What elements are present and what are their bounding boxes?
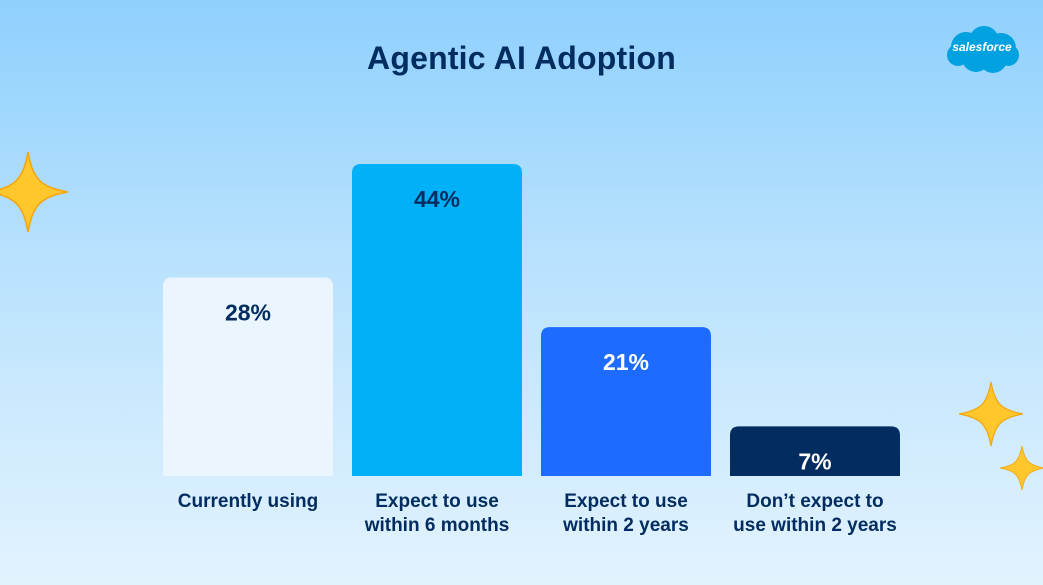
category-label: Expect to use within 2 years [531, 490, 721, 538]
category-label-line: Currently using [177, 491, 319, 512]
category-label: Currently using [153, 490, 343, 514]
bar-value-label: 21% [603, 349, 649, 375]
chart-title: Agentic AI Adoption [367, 40, 676, 76]
bar-3 [541, 327, 711, 476]
sparkle-icon [958, 381, 1024, 447]
category-label-line: Expect to use [375, 491, 499, 512]
cloud-icon [947, 26, 1019, 73]
bar-value-label: 44% [414, 186, 460, 212]
category-label-line: Expect to use [564, 491, 688, 512]
sparkle-icon [0, 149, 69, 235]
salesforce-logo: salesforce [944, 24, 1020, 76]
category-label-line: use within 2 years [733, 515, 897, 536]
category-label: Don’t expect to use within 2 years [720, 490, 910, 538]
logo-text: salesforce [952, 40, 1012, 54]
sparkle-icon [999, 443, 1043, 493]
bar-value-label: 28% [225, 299, 271, 325]
category-label: Expect to use within 6 months [342, 490, 532, 538]
bar-2 [352, 164, 522, 476]
bar-1 [163, 277, 333, 476]
category-label-line: Don’t expect to [746, 491, 884, 512]
bar-4 [730, 426, 900, 476]
bar-value-label: 7% [798, 448, 831, 474]
category-label-line: within 6 months [364, 515, 510, 536]
category-label-line: within 2 years [563, 515, 689, 536]
